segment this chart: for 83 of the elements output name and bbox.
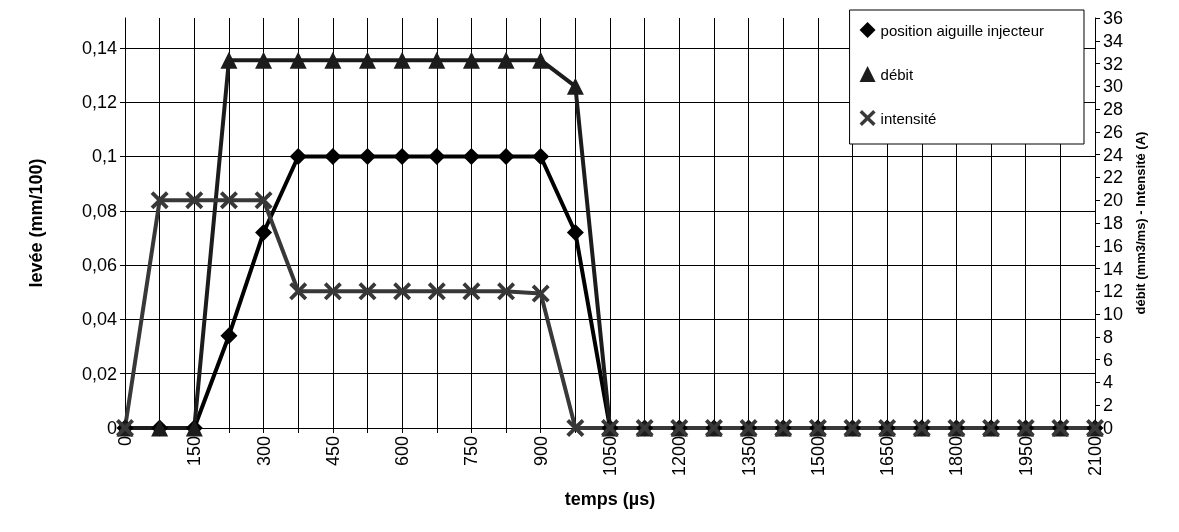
y2-tick-label: 12 — [1103, 281, 1124, 302]
point — [532, 51, 550, 69]
point — [532, 147, 550, 165]
point — [254, 191, 273, 210]
y2-tick-label: 2 — [1103, 395, 1114, 416]
y2-tick-label: 26 — [1103, 121, 1124, 142]
y2-tick-label: 32 — [1103, 53, 1124, 74]
x-tick-label: 1650 — [877, 436, 898, 477]
point — [324, 147, 342, 165]
point — [531, 284, 550, 303]
y2-tick-label: 36 — [1103, 8, 1124, 28]
x-tick-label: 1350 — [738, 436, 759, 477]
y2-tick-label: 8 — [1103, 326, 1114, 347]
point — [566, 224, 584, 241]
point — [323, 282, 342, 301]
legend-label: intensité — [880, 109, 937, 127]
x-tick-label: 1500 — [807, 436, 828, 477]
y2-tick-label: 20 — [1103, 190, 1124, 211]
point — [497, 282, 516, 301]
point — [359, 147, 376, 165]
point — [428, 147, 446, 165]
point — [220, 327, 238, 345]
point — [358, 282, 377, 301]
legend-label: débit — [880, 65, 914, 83]
point — [185, 191, 204, 210]
y2-axis-title: débit (mm3/ms) - Intensité (A) — [1132, 131, 1148, 315]
point — [393, 51, 411, 69]
point — [428, 51, 446, 69]
y-tick-label: 0 — [106, 418, 117, 438]
y-tick-label: 0,08 — [81, 200, 117, 221]
point — [497, 51, 515, 69]
point — [462, 282, 481, 301]
y2-tick-label: 4 — [1103, 372, 1114, 393]
point — [393, 282, 412, 301]
point — [289, 147, 307, 165]
y2-tick-label: 30 — [1103, 76, 1124, 97]
point — [566, 419, 585, 437]
y2-tick-label: 14 — [1103, 258, 1124, 279]
point — [220, 51, 238, 69]
point — [219, 191, 238, 210]
point — [289, 282, 308, 301]
point — [462, 51, 480, 69]
point — [255, 51, 273, 69]
x-tick-label: 750 — [461, 436, 482, 467]
legend-label: position aiguille injecteur — [880, 21, 1044, 39]
y-axis-title: levée (mm/100) — [26, 158, 46, 288]
x-tick-label: 1800 — [946, 436, 967, 477]
x-tick-label: 0 — [115, 436, 135, 447]
y2-tick-label: 24 — [1103, 144, 1124, 165]
x-tick-label: 2100 — [1085, 436, 1105, 477]
y2-tick-label: 10 — [1103, 304, 1124, 325]
x-tick-label: 600 — [392, 436, 413, 467]
x-tick-label: 1050 — [600, 436, 620, 477]
x-tick-label: 450 — [322, 436, 343, 467]
x-axis-title: temps (µs) — [564, 489, 656, 509]
y2-tick-label: 0 — [1103, 418, 1114, 438]
point — [497, 147, 515, 165]
point — [324, 51, 342, 69]
y2-tick-label: 22 — [1103, 167, 1124, 188]
x-tick-label: 150 — [184, 436, 205, 467]
point — [566, 77, 584, 95]
y-tick-label: 0,1 — [91, 146, 117, 167]
x-tick-label: 300 — [253, 436, 274, 467]
point — [255, 224, 273, 241]
point — [462, 147, 480, 165]
y-tick-label: 0,12 — [81, 92, 117, 113]
y-tick-label: 0,04 — [81, 309, 117, 330]
y2-tick-label: 6 — [1103, 349, 1114, 370]
y2-tick-label: 34 — [1103, 30, 1124, 51]
y-tick-label: 0,14 — [81, 37, 117, 58]
point — [289, 51, 307, 69]
y2-tick-label: 28 — [1103, 99, 1124, 120]
y-tick-label: 0,02 — [81, 363, 117, 384]
y2-tick-label: 16 — [1103, 235, 1124, 256]
point — [359, 51, 376, 69]
point — [150, 191, 169, 210]
x-tick-label: 900 — [530, 436, 551, 467]
point — [427, 282, 446, 301]
x-tick-label: 1950 — [1015, 436, 1036, 477]
point — [393, 147, 411, 165]
y-tick-label: 0,06 — [81, 255, 117, 276]
y2-tick-label: 18 — [1103, 213, 1124, 233]
x-tick-label: 1200 — [669, 436, 690, 477]
